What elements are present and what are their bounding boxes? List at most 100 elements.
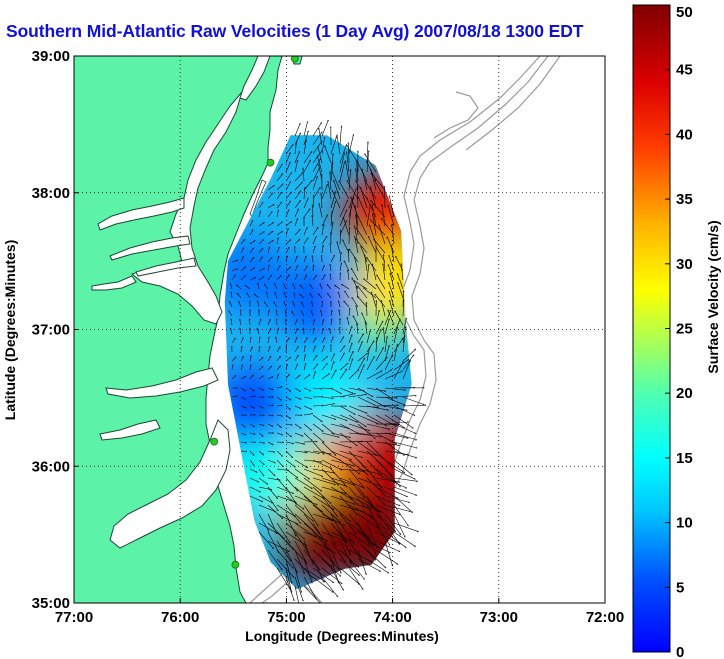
velocity-arrow bbox=[259, 346, 260, 353]
velocity-arrow bbox=[366, 371, 382, 380]
velocity-arrow bbox=[318, 294, 323, 299]
velocity-arrow bbox=[393, 495, 413, 513]
velocity-arrow bbox=[275, 292, 278, 299]
velocity-arrow bbox=[303, 549, 320, 570]
velocity-arrow bbox=[267, 185, 274, 191]
velocity-arrow bbox=[294, 337, 297, 344]
velocity-arrow bbox=[285, 459, 295, 467]
velocity-arrow bbox=[258, 240, 264, 245]
velocity-arrow bbox=[313, 265, 314, 272]
velocity-arrow bbox=[294, 495, 317, 505]
velocity-arrow bbox=[249, 396, 255, 397]
velocity-arrow bbox=[384, 336, 387, 353]
velocity-arrow bbox=[276, 347, 280, 353]
velocity-arrow bbox=[348, 495, 373, 508]
velocity-arrow bbox=[357, 334, 364, 344]
velocity-arrow bbox=[321, 338, 325, 344]
velocity-arrow bbox=[339, 477, 363, 488]
velocity-arrow bbox=[312, 346, 315, 353]
velocity-arrow bbox=[258, 337, 260, 344]
velocity-arrow bbox=[330, 486, 353, 500]
velocity-arrow bbox=[267, 540, 289, 552]
velocity-arrow bbox=[267, 387, 273, 390]
velocity-arrow bbox=[348, 414, 366, 427]
grid-lines bbox=[74, 56, 605, 603]
velocity-arrow bbox=[327, 293, 332, 299]
velocity-arrow bbox=[357, 432, 381, 437]
velocity-arrow bbox=[318, 146, 323, 164]
velocity-arrow bbox=[321, 275, 325, 281]
velocity-arrow bbox=[285, 228, 288, 236]
velocity-arrow bbox=[330, 549, 341, 573]
velocity-arrow bbox=[375, 459, 393, 477]
velocity-arrow bbox=[283, 284, 287, 290]
velocity-arrow bbox=[321, 558, 341, 576]
velocity-arrow bbox=[267, 531, 279, 553]
velocity-arrow bbox=[303, 486, 324, 499]
velocity-arrow bbox=[294, 209, 299, 218]
velocity-arrow bbox=[285, 396, 291, 400]
velocity-arrow bbox=[312, 414, 322, 422]
colorbar-gradient bbox=[632, 4, 671, 653]
velocity-arrow bbox=[294, 266, 298, 272]
velocity-arrow bbox=[366, 450, 385, 467]
velocity-arrow bbox=[393, 319, 400, 335]
velocity-arrow bbox=[371, 201, 386, 218]
velocity-arrow bbox=[258, 468, 264, 476]
velocity-arrow bbox=[240, 328, 242, 335]
velocity-arrow bbox=[375, 405, 399, 407]
velocity-arrow bbox=[285, 495, 304, 509]
velocity-arrow bbox=[276, 567, 290, 589]
x-axis-ticks: 77:00 76:00 75:00 74:00 73:00 72:00 bbox=[55, 598, 624, 626]
velocity-arrow bbox=[285, 441, 294, 444]
velocity-arrow bbox=[317, 156, 323, 173]
velocity-arrow bbox=[321, 459, 342, 470]
velocity-arrow bbox=[231, 396, 237, 398]
velocity-arrow bbox=[285, 432, 292, 437]
velocity-arrow bbox=[303, 414, 313, 416]
velocity-arrow bbox=[285, 338, 289, 344]
velocity-arrow bbox=[258, 531, 274, 549]
velocity-arrow bbox=[267, 204, 274, 209]
velocity-arrow bbox=[312, 355, 317, 362]
velocity-arrow bbox=[285, 414, 291, 419]
velocity-arrow bbox=[384, 486, 408, 497]
velocity-arrow bbox=[348, 394, 367, 398]
velocity-arrow bbox=[366, 347, 370, 362]
velocity-arrow bbox=[303, 209, 310, 218]
velocity-arrow bbox=[375, 294, 386, 308]
velocity-arrow bbox=[371, 187, 377, 209]
velocity-arrow bbox=[303, 531, 328, 541]
velocity-arrow bbox=[276, 468, 289, 470]
velocity-arrow bbox=[375, 357, 387, 371]
velocity-arrow bbox=[285, 531, 307, 546]
velocity-arrow bbox=[356, 228, 368, 245]
velocity-arrow bbox=[303, 495, 323, 512]
x-tick-label: 73:00 bbox=[480, 609, 518, 626]
velocity-arrow bbox=[240, 387, 245, 391]
velocity-arrow bbox=[339, 263, 341, 272]
velocity-arrow bbox=[276, 266, 280, 272]
velocity-arrow bbox=[312, 216, 314, 227]
velocity-arrow bbox=[330, 274, 332, 281]
velocity-arrow bbox=[402, 318, 406, 335]
velocity-arrow bbox=[303, 227, 307, 236]
velocity-arrow bbox=[285, 504, 301, 523]
radar-station-marker bbox=[266, 158, 275, 167]
velocity-arrow bbox=[330, 522, 347, 543]
velocity-arrow bbox=[332, 190, 341, 209]
velocity-arrow bbox=[294, 151, 300, 164]
velocity-arrow bbox=[321, 477, 345, 486]
velocity-arrow bbox=[384, 319, 389, 335]
colorbar-tick-label: 0 bbox=[676, 644, 684, 659]
velocity-arrow bbox=[319, 203, 323, 218]
velocity-arrow bbox=[339, 432, 357, 446]
velocity-arrow bbox=[393, 441, 417, 448]
velocity-arrow bbox=[312, 338, 316, 344]
velocity-arrow bbox=[285, 477, 298, 491]
velocity-arrow bbox=[267, 223, 274, 227]
velocity-arrow bbox=[294, 405, 301, 409]
velocity-arrow bbox=[312, 246, 315, 254]
velocity-arrow bbox=[348, 270, 350, 281]
velocity-arrow bbox=[365, 321, 368, 335]
